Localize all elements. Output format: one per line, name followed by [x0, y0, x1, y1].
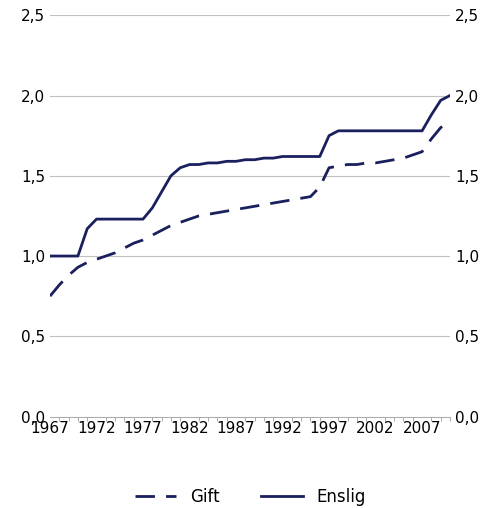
- Enslig: [400, 128, 406, 134]
- Gift: [233, 206, 239, 212]
- Gift: [130, 240, 136, 246]
- Enslig: [177, 165, 183, 171]
- Gift: [364, 160, 370, 166]
- Gift: [419, 149, 425, 155]
- Enslig: [382, 128, 388, 134]
- Gift: [308, 194, 314, 200]
- Gift: [280, 199, 285, 205]
- Gift: [158, 227, 164, 233]
- Enslig: [233, 158, 239, 165]
- Enslig: [261, 155, 267, 161]
- Gift: [289, 197, 295, 203]
- Enslig: [205, 160, 211, 166]
- Gift: [326, 165, 332, 171]
- Gift: [270, 200, 276, 206]
- Enslig: [158, 189, 164, 195]
- Gift: [344, 162, 350, 168]
- Enslig: [372, 128, 378, 134]
- Gift: [438, 124, 444, 131]
- Enslig: [428, 112, 434, 118]
- Enslig: [242, 156, 248, 163]
- Gift: [103, 253, 109, 259]
- Enslig: [66, 253, 71, 259]
- Gift: [150, 232, 156, 238]
- Enslig: [122, 216, 128, 222]
- Enslig: [252, 156, 258, 163]
- Line: Gift: Gift: [50, 121, 450, 296]
- Gift: [168, 223, 174, 229]
- Enslig: [447, 92, 453, 99]
- Enslig: [130, 216, 136, 222]
- Gift: [186, 216, 192, 222]
- Gift: [447, 118, 453, 124]
- Enslig: [438, 97, 444, 103]
- Gift: [354, 162, 360, 168]
- Gift: [56, 282, 62, 288]
- Gift: [372, 160, 378, 166]
- Enslig: [103, 216, 109, 222]
- Enslig: [75, 253, 81, 259]
- Gift: [317, 184, 323, 190]
- Enslig: [280, 153, 285, 160]
- Gift: [177, 219, 183, 226]
- Gift: [84, 260, 90, 266]
- Enslig: [112, 216, 118, 222]
- Gift: [391, 156, 397, 163]
- Enslig: [270, 155, 276, 161]
- Enslig: [308, 153, 314, 160]
- Gift: [261, 202, 267, 208]
- Gift: [242, 205, 248, 211]
- Gift: [336, 163, 342, 169]
- Gift: [94, 256, 100, 262]
- Gift: [122, 245, 128, 251]
- Enslig: [336, 128, 342, 134]
- Gift: [66, 272, 71, 278]
- Gift: [224, 208, 230, 214]
- Gift: [112, 250, 118, 256]
- Gift: [252, 203, 258, 209]
- Enslig: [410, 128, 416, 134]
- Enslig: [214, 160, 220, 166]
- Gift: [205, 211, 211, 217]
- Enslig: [186, 162, 192, 168]
- Gift: [428, 136, 434, 142]
- Enslig: [298, 153, 304, 160]
- Gift: [410, 152, 416, 158]
- Gift: [298, 195, 304, 201]
- Gift: [75, 264, 81, 270]
- Enslig: [289, 153, 295, 160]
- Line: Enslig: Enslig: [50, 96, 450, 256]
- Enslig: [84, 226, 90, 232]
- Gift: [140, 237, 146, 243]
- Enslig: [317, 153, 323, 160]
- Gift: [196, 213, 202, 219]
- Enslig: [196, 162, 202, 168]
- Enslig: [94, 216, 100, 222]
- Enslig: [364, 128, 370, 134]
- Enslig: [419, 128, 425, 134]
- Enslig: [326, 133, 332, 139]
- Gift: [382, 158, 388, 165]
- Enslig: [168, 173, 174, 179]
- Enslig: [140, 216, 146, 222]
- Gift: [214, 210, 220, 216]
- Gift: [47, 293, 53, 299]
- Enslig: [150, 205, 156, 211]
- Enslig: [391, 128, 397, 134]
- Enslig: [56, 253, 62, 259]
- Enslig: [354, 128, 360, 134]
- Gift: [400, 155, 406, 161]
- Legend: Gift, Enslig: Gift, Enslig: [128, 481, 372, 508]
- Enslig: [47, 253, 53, 259]
- Enslig: [344, 128, 350, 134]
- Enslig: [224, 158, 230, 165]
